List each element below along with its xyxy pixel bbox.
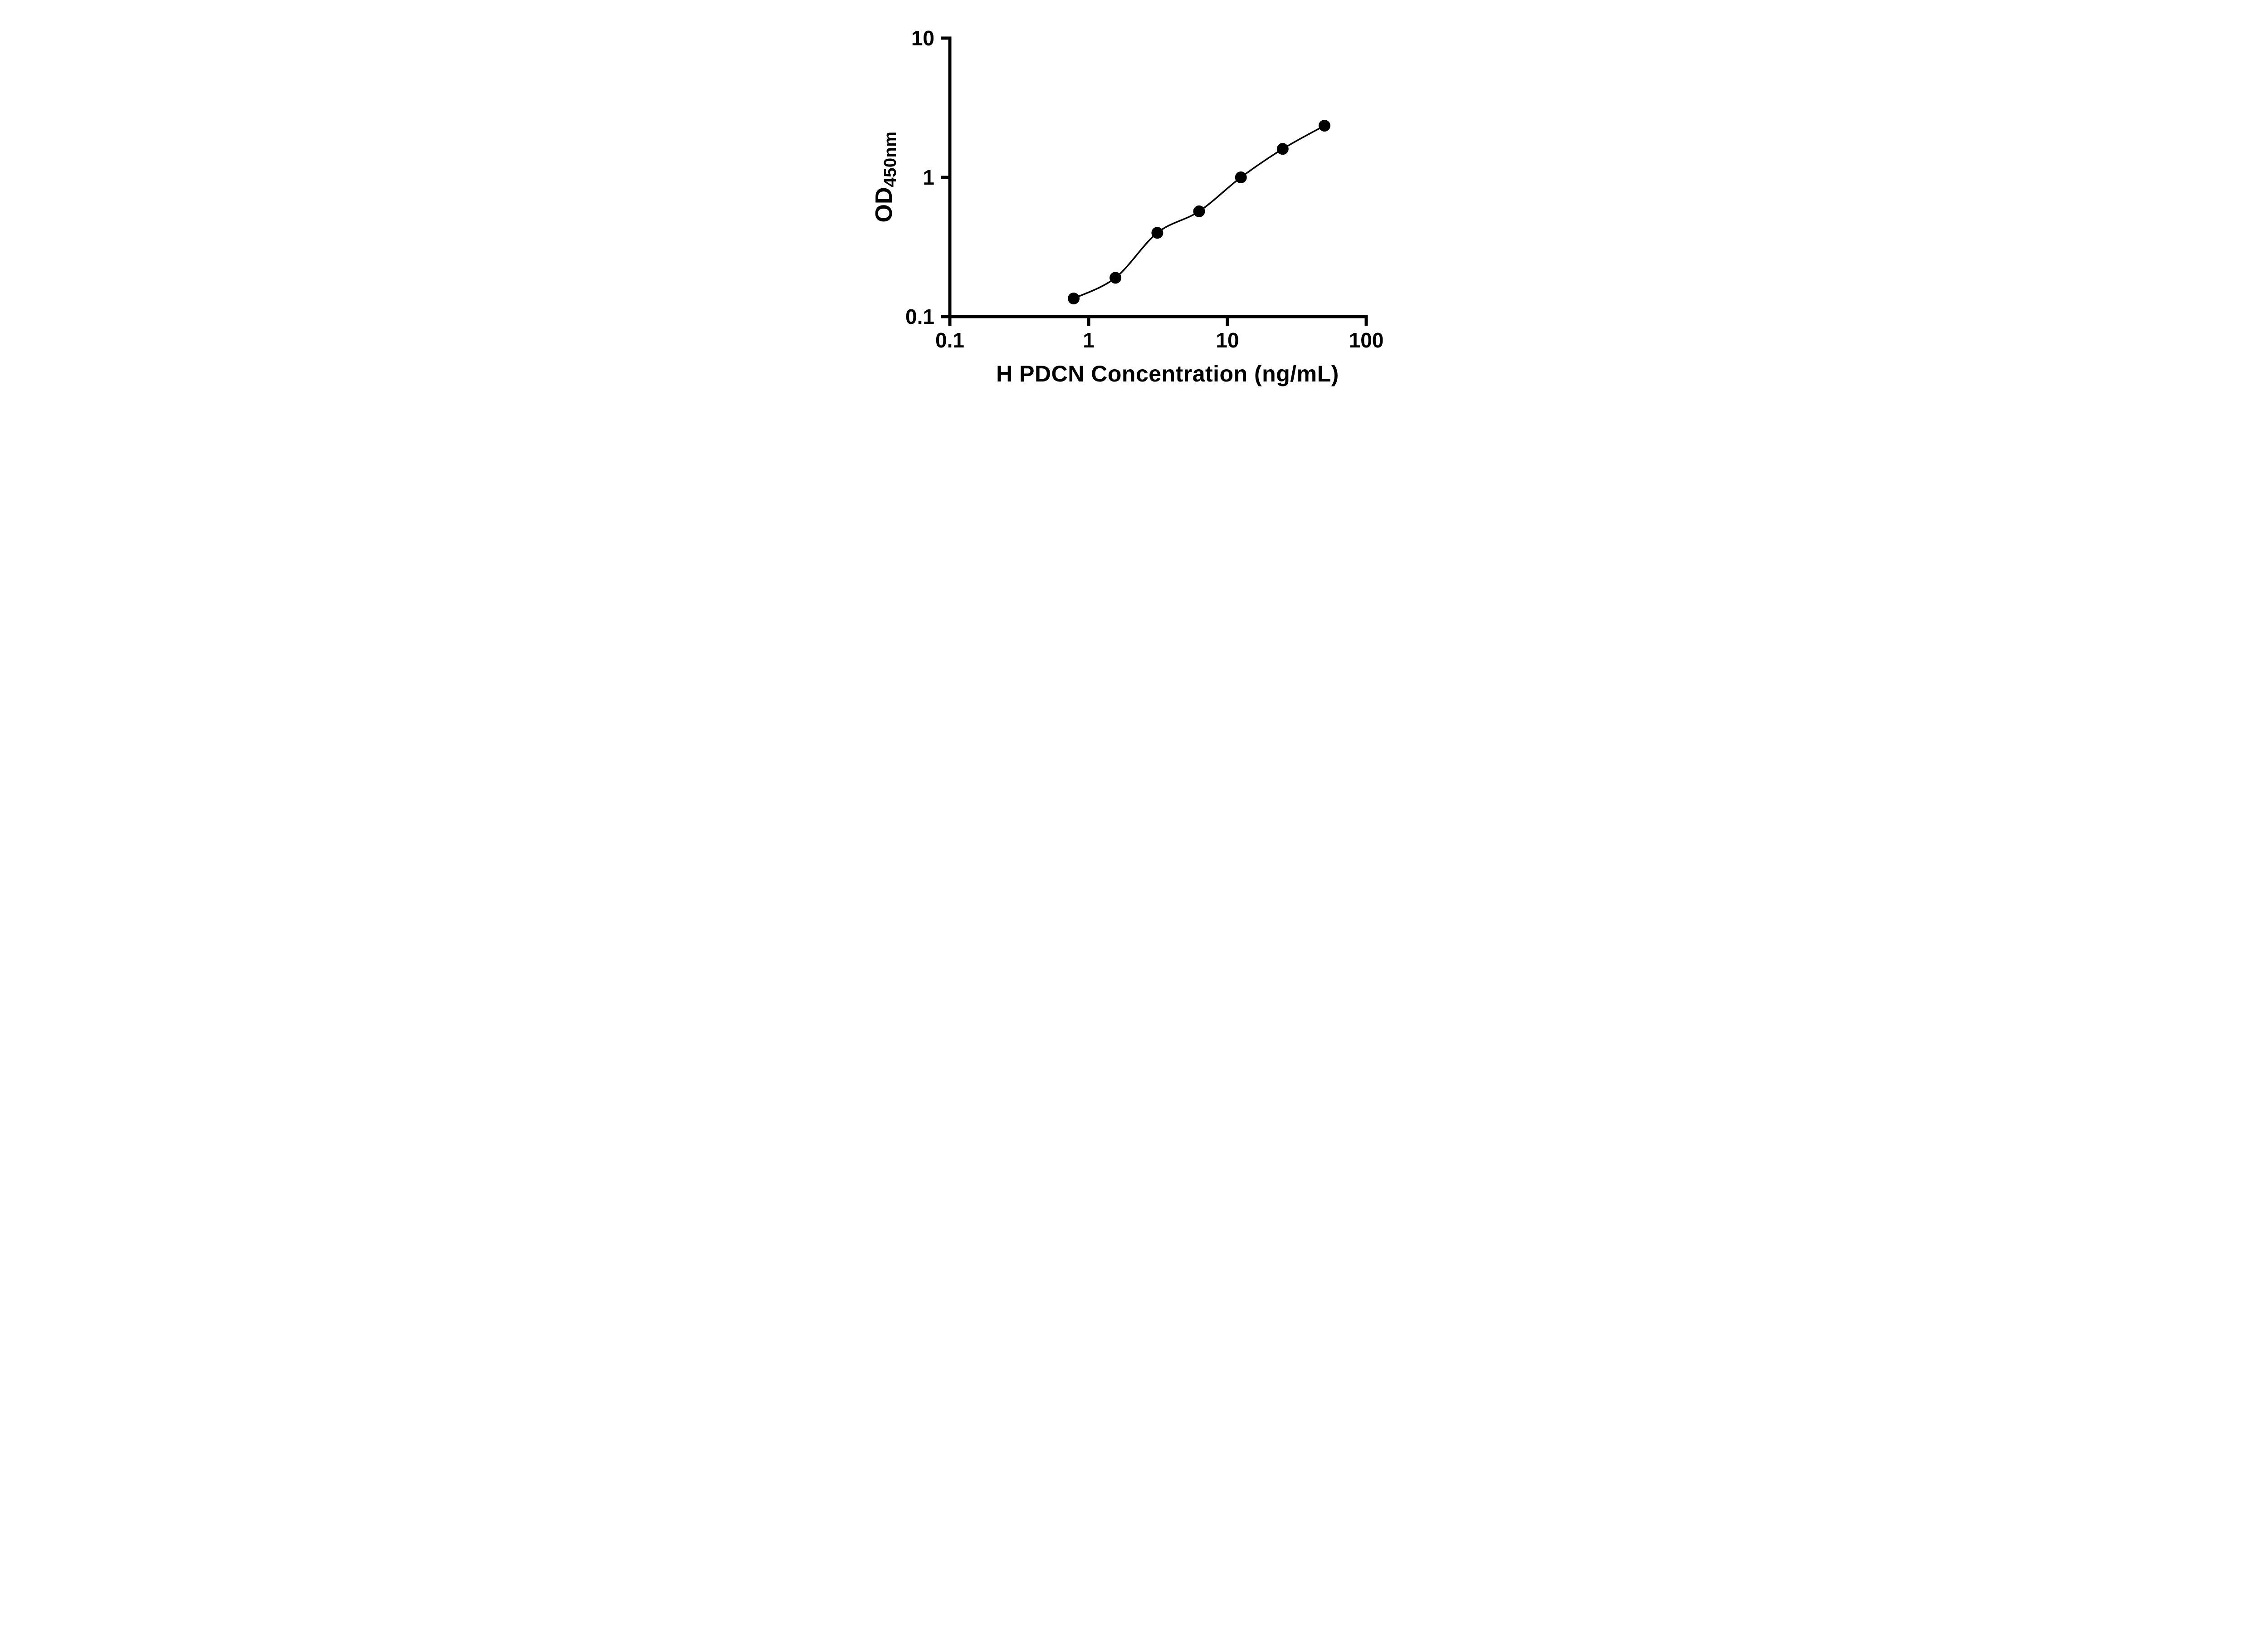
x-tick-label: 10 <box>1216 328 1239 352</box>
y-tick-label: 1 <box>923 166 934 189</box>
data-point <box>1068 293 1080 304</box>
x-tick-label: 0.1 <box>935 328 964 352</box>
plot-axes <box>948 36 1368 318</box>
data-point <box>1193 205 1205 217</box>
data-point <box>1235 171 1247 183</box>
data-point <box>1276 143 1289 155</box>
x-tick-label: 100 <box>1349 328 1384 352</box>
x-axis-title: H PDCN Concentration (ng/mL) <box>996 361 1339 386</box>
y-tick-label: 10 <box>911 26 934 50</box>
chart-svg: 0.1 1 10 0.1 1 10 100 <box>905 26 1384 352</box>
data-point <box>1110 272 1122 284</box>
x-tick-label: 1 <box>1083 328 1095 352</box>
y-tick-label: 0.1 <box>905 305 934 328</box>
data-point <box>1318 120 1330 132</box>
data-point <box>1151 227 1163 239</box>
y-axis-title-main: OD <box>871 187 897 223</box>
elisa-standard-curve-figure: 0.1 1 10 0.1 1 10 100 OD450nm H PDCN Concentra… <box>848 0 1420 408</box>
y-axis-title-subscript: 450nm <box>881 131 900 187</box>
y-axis-title: OD450nm <box>870 131 900 223</box>
chart-area: 0.1 1 10 0.1 1 10 100 OD450nm H PDCN Concentra… <box>848 0 1420 408</box>
